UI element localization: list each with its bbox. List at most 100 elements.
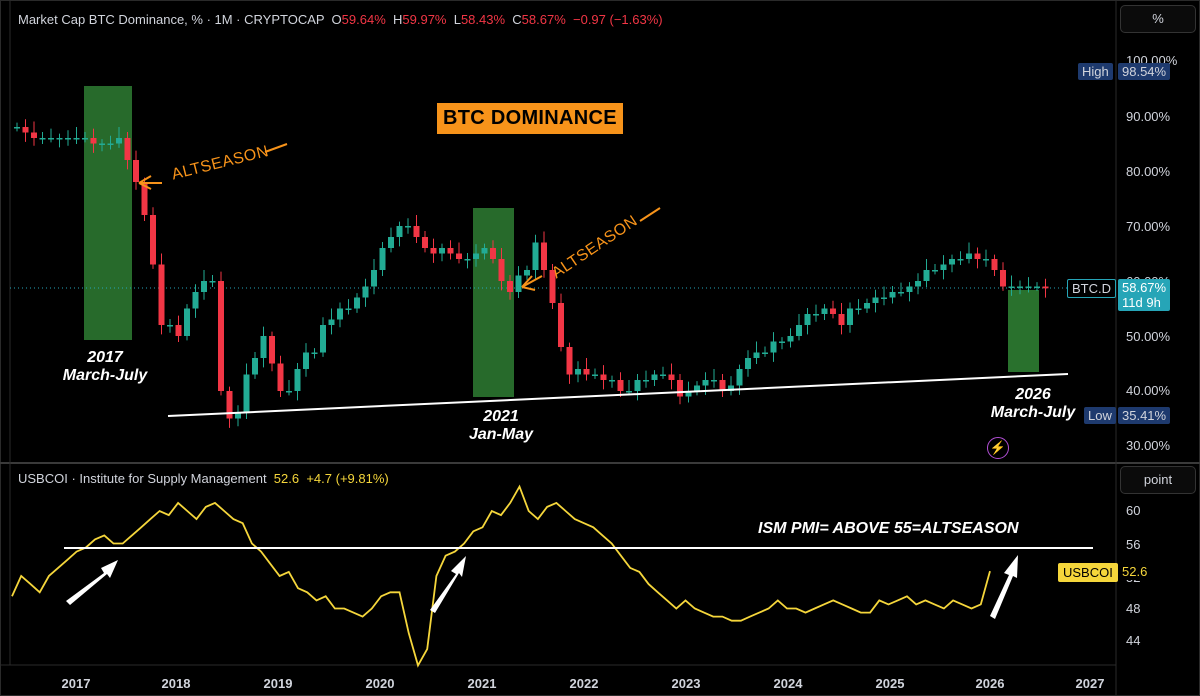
candle-body: [48, 138, 54, 140]
candle-body: [328, 319, 335, 325]
ism-arrows: [66, 555, 1018, 619]
candle-body: [362, 286, 369, 298]
candle-body: [65, 138, 71, 140]
ism-change: +4.7 (+9.81%): [306, 471, 389, 486]
candle-body: [107, 143, 114, 145]
candle-body: [430, 248, 437, 254]
year-tick: 2022: [569, 676, 599, 691]
candle-body: [124, 138, 131, 160]
candle-body: [396, 226, 403, 237]
candle-body: [201, 281, 207, 292]
candle-body: [974, 253, 981, 259]
candle-body: [762, 352, 768, 354]
candle-body: [1008, 286, 1015, 288]
price-tick: 70.00%: [1126, 219, 1171, 234]
low-tag: Low: [1084, 407, 1116, 424]
candle-body: [464, 259, 471, 261]
candle-body: [881, 297, 887, 299]
candle-body: [175, 325, 182, 336]
candle-body: [549, 270, 556, 303]
candle-body: [889, 292, 896, 298]
price-tick: 30.00%: [1126, 438, 1171, 453]
candle-body: [116, 138, 122, 144]
candle-body: [745, 358, 751, 369]
candle-body: [269, 336, 275, 364]
candle-body: [354, 297, 360, 309]
year-tick: 2026: [975, 676, 1005, 691]
candle-body: [371, 270, 377, 287]
year-tick: 2021: [467, 676, 497, 691]
high-tag: High: [1078, 63, 1113, 80]
year-tick: 2025: [875, 676, 905, 691]
percent-scale-button[interactable]: %: [1120, 5, 1196, 33]
year-tick: 2023: [671, 676, 701, 691]
open-value: 59.64%: [341, 12, 386, 27]
year-tick: 2024: [773, 676, 803, 691]
candle-body: [915, 281, 921, 287]
altseason-2021-box: [473, 208, 514, 397]
candle-body: [388, 237, 394, 248]
candle-body: [898, 292, 904, 294]
ism-note: ISM PMI= ABOVE 55=ALTSEASON: [758, 520, 1019, 537]
candle-body: [796, 325, 802, 336]
ism-arrow-2026: [990, 555, 1018, 619]
chart-title-banner: BTC DOMINANCE: [437, 103, 623, 134]
ism-series-line: [11, 484, 991, 668]
candle-body: [991, 259, 998, 270]
year-tick: 2027: [1075, 676, 1105, 691]
altseason-arrow-2: [521, 207, 661, 291]
candle-body: [447, 248, 454, 254]
candle-body: [592, 374, 598, 376]
candle-body: [575, 369, 581, 375]
candle-body: [770, 341, 777, 353]
annotation-2017: 2017 March-July: [62, 349, 148, 384]
year-tick: 2017: [61, 676, 91, 691]
candle-body: [192, 292, 199, 309]
candle-body: [73, 138, 80, 140]
candle-body: [813, 314, 819, 316]
symbol-tag: BTC.D: [1067, 279, 1116, 298]
candle-body: [617, 380, 624, 391]
candle-body: [804, 314, 811, 325]
point-scale-button[interactable]: point: [1120, 466, 1196, 494]
candle-body: [515, 275, 522, 292]
annotation-2026: 2026 March-July: [990, 386, 1076, 421]
main-legend[interactable]: Market Cap BTC Dominance, % · 1M · CRYPT…: [18, 12, 663, 27]
year-tick: 2020: [365, 676, 395, 691]
annotation-2021: 2021 Jan-May: [468, 408, 534, 443]
last-price-tag: 58.67% 11d 9h: [1118, 279, 1171, 311]
candle-body: [1017, 286, 1023, 288]
candle-body: [643, 380, 649, 382]
candle-body: [609, 380, 615, 382]
ism-tick: 56: [1126, 537, 1141, 552]
ism-legend[interactable]: USBCOI · Institute for Supply Management…: [18, 471, 389, 486]
candle-body: [507, 281, 513, 292]
ism-tick: 44: [1126, 633, 1141, 648]
candle-body: [90, 138, 97, 144]
candle-body: [405, 226, 411, 228]
candle-body: [1042, 286, 1049, 289]
candle-body: [532, 242, 539, 270]
candle-body: [158, 264, 165, 325]
candles-group: [14, 119, 1049, 428]
candle-body: [167, 325, 173, 327]
candle-body: [694, 385, 700, 391]
ism-title: USBCOI · Institute for Supply Management: [18, 471, 267, 486]
candle-body: [983, 259, 989, 261]
ism-symbol-tag: USBCOI: [1058, 563, 1118, 582]
symbol-title: Market Cap BTC Dominance, % · 1M · CRYPT…: [18, 12, 325, 27]
candle-body: [524, 270, 530, 276]
candle-body: [677, 380, 683, 397]
candle-body: [184, 308, 190, 336]
candle-body: [949, 259, 955, 265]
lightning-icon[interactable]: ⚡: [987, 437, 1009, 459]
candle-body: [379, 248, 386, 270]
candle-body: [566, 347, 573, 375]
year-tick: 2019: [263, 676, 293, 691]
candle-body: [456, 253, 462, 259]
candle-body: [439, 248, 445, 254]
candle-body: [303, 352, 309, 369]
candle-body: [39, 138, 46, 140]
candle-body: [490, 248, 496, 259]
